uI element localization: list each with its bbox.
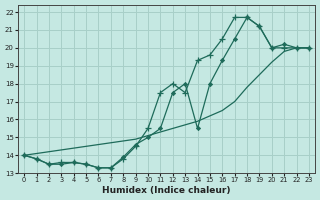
X-axis label: Humidex (Indice chaleur): Humidex (Indice chaleur) (102, 186, 231, 195)
